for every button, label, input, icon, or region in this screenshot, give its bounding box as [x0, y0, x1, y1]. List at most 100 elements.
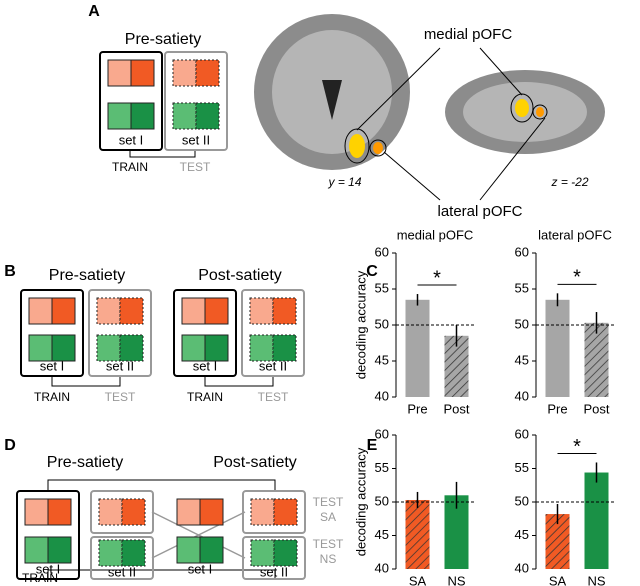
stimulus-square: [272, 334, 297, 362]
y-axis-label: decoding accuracy: [353, 447, 368, 556]
y-tick-label: 60: [375, 244, 389, 259]
y-tick-label: 50: [375, 316, 389, 331]
label: SA: [409, 573, 427, 586]
stimulus-square: [199, 498, 224, 526]
stimulus-square: [130, 59, 155, 87]
label: TRAIN: [187, 390, 223, 404]
stimulus-square: [98, 539, 123, 567]
y-tick-label: 40: [515, 560, 529, 575]
stimulus-square: [47, 498, 72, 526]
bracket: [204, 376, 274, 387]
label: Post: [583, 401, 609, 416]
bracket: [129, 150, 196, 158]
bar: [545, 299, 570, 397]
label: z = -22: [550, 175, 588, 189]
pointer-lines: [356, 47, 546, 201]
label: SA: [320, 510, 336, 524]
y-tick-label: 40: [375, 388, 389, 403]
set-box: [90, 536, 154, 580]
stimulus-square: [96, 297, 121, 325]
label: TRAIN: [34, 390, 70, 404]
label: lateral pOFC: [437, 203, 522, 220]
label: TRAIN: [112, 160, 148, 174]
y-tick-label: 45: [515, 527, 529, 542]
stimulus-square: [24, 498, 49, 526]
panel-letter: A: [88, 3, 100, 20]
label: set II: [259, 358, 287, 373]
stimulus-square: [176, 498, 201, 526]
stimulus-square: [130, 102, 155, 130]
stimulus-square: [107, 102, 132, 130]
panel-letter: D: [4, 437, 16, 454]
label: set I: [36, 561, 61, 576]
y-tick-label: 50: [515, 493, 529, 508]
bar: [405, 299, 430, 397]
set-box: [88, 289, 152, 377]
label: SA: [549, 573, 567, 586]
set-box: [20, 289, 84, 377]
label: set II: [106, 358, 134, 373]
bracket: [47, 569, 276, 580]
stimulus-square: [121, 498, 146, 526]
stimulus-square: [119, 297, 144, 325]
stimulus-square: [51, 297, 76, 325]
label: NS: [320, 552, 337, 566]
y-tick-label: 45: [375, 352, 389, 367]
bracket: [51, 376, 121, 387]
label: TEST: [258, 390, 289, 404]
stimulus-square: [273, 498, 298, 526]
set-box: [242, 536, 306, 580]
y-tick-label: 55: [375, 280, 389, 295]
stimulus-square: [172, 59, 197, 87]
stimulus-square: [176, 536, 201, 564]
label: set II: [260, 564, 288, 579]
stimulus-square: [28, 334, 53, 362]
label: Pre: [547, 401, 567, 416]
y-tick-label: 55: [515, 280, 529, 295]
stimulus-square: [181, 297, 206, 325]
label: lateral pOFC: [538, 227, 612, 242]
stimulus-square: [249, 334, 274, 362]
significance-star: *: [433, 267, 441, 289]
set-box: [173, 289, 237, 377]
label: TEST: [105, 390, 136, 404]
label: y = 14: [327, 175, 361, 189]
stimulus-square: [119, 334, 144, 362]
stimulus-square: [204, 297, 229, 325]
label: TEST: [313, 495, 344, 509]
label: Post: [443, 401, 469, 416]
y-axis-label: decoding accuracy: [353, 270, 368, 379]
y-tick-label: 60: [515, 244, 529, 259]
brain-coronal: [254, 14, 410, 170]
bracket: [47, 479, 276, 490]
label: Post-satiety: [198, 267, 282, 284]
set-box: [90, 490, 154, 534]
y-tick-label: 45: [515, 352, 529, 367]
stimulus-square: [28, 297, 53, 325]
brain-axial: [445, 70, 605, 154]
cross-lines: [151, 511, 246, 559]
label: medial pOFC: [424, 26, 513, 43]
significance-star: *: [573, 436, 581, 458]
panel-letter: E: [367, 437, 378, 454]
stimulus-square: [250, 498, 275, 526]
stimulus-square: [195, 102, 220, 130]
label: NS: [447, 573, 465, 586]
bar: [584, 322, 609, 397]
bar: [584, 472, 609, 569]
y-tick-label: 60: [375, 426, 389, 441]
y-tick-label: 55: [375, 460, 389, 475]
label: set I: [40, 358, 65, 373]
set-box: [99, 51, 163, 151]
set-box: [241, 289, 305, 377]
stimulus-square: [250, 539, 275, 567]
label: set II: [182, 132, 210, 147]
label: TEST: [180, 160, 211, 174]
stimulus-square: [47, 536, 72, 564]
label: Post-satiety: [213, 454, 297, 471]
label: TRAIN: [22, 571, 58, 585]
label: NS: [587, 573, 605, 586]
label: set I: [188, 561, 213, 576]
stimulus-square: [249, 297, 274, 325]
